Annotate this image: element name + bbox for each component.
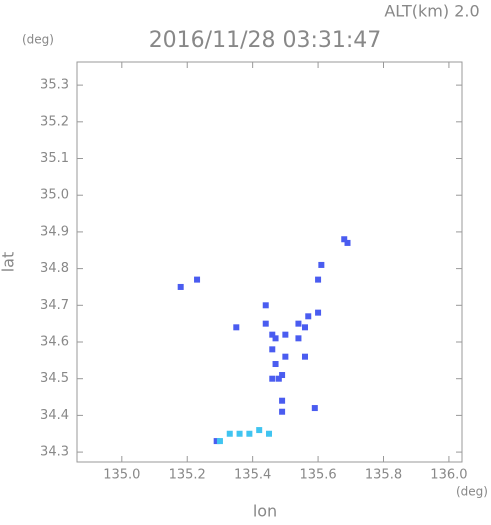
echo-point xyxy=(275,375,282,382)
echo-point xyxy=(216,438,223,445)
echo-point xyxy=(311,405,318,412)
x-tick-label: 135.6 xyxy=(299,468,336,483)
x-tick-label: 135.8 xyxy=(365,468,402,483)
echo-point xyxy=(266,430,273,437)
echo-point xyxy=(262,320,269,327)
echo-point xyxy=(318,261,325,268)
x-tick-label: 136.0 xyxy=(430,468,467,483)
echo-point xyxy=(269,375,276,382)
echo-point xyxy=(256,427,263,434)
echo-point xyxy=(341,236,348,243)
echo-point xyxy=(213,438,220,445)
echo-point xyxy=(295,320,302,327)
y-tick-label: 34.3 xyxy=(40,445,69,460)
x-tick-label: 135.0 xyxy=(103,468,140,483)
echo-point xyxy=(236,430,243,437)
y-tick-label: 35.1 xyxy=(40,151,69,166)
echo-point xyxy=(282,331,289,338)
x-axis-label: lon xyxy=(253,502,277,521)
x-unit: (deg) xyxy=(456,485,488,499)
y-axis-label: lat xyxy=(0,252,18,273)
echo-point xyxy=(272,361,279,368)
y-tick-label: 34.8 xyxy=(40,261,69,276)
echo-point xyxy=(344,239,351,246)
echo-point xyxy=(315,309,322,316)
x-tick-label: 135.4 xyxy=(234,468,271,483)
echo-point xyxy=(226,430,233,437)
echo-point xyxy=(279,372,286,379)
y-tick-label: 34.4 xyxy=(40,408,69,423)
altitude-label: ALT(km) 2.0 xyxy=(384,2,479,21)
y-unit: (deg) xyxy=(22,33,54,47)
y-tick-label: 34.9 xyxy=(40,224,69,239)
echo-point xyxy=(282,353,289,360)
x-tick-label: 135.2 xyxy=(169,468,206,483)
echo-point xyxy=(233,324,240,331)
echo-point xyxy=(272,335,279,342)
chart-title: 2016/11/28 03:31:47 xyxy=(149,28,382,53)
echo-point xyxy=(301,324,308,331)
echo-point xyxy=(301,353,308,360)
echo-point xyxy=(279,397,286,404)
echo-point xyxy=(315,276,322,283)
echo-point xyxy=(305,313,312,320)
plot-frame xyxy=(76,61,463,463)
y-tick-label: 35.3 xyxy=(40,78,69,93)
echo-point xyxy=(269,346,276,353)
echo-point xyxy=(194,276,201,283)
echo-point xyxy=(262,302,269,309)
echo-point xyxy=(269,331,276,338)
y-tick-label: 35.0 xyxy=(40,188,69,203)
y-tick-label: 34.7 xyxy=(40,298,69,313)
echo-point xyxy=(177,283,184,290)
y-tick-label: 35.2 xyxy=(40,114,69,129)
echo-point xyxy=(295,335,302,342)
y-tick-label: 34.5 xyxy=(40,371,69,386)
echo-point xyxy=(246,430,253,437)
y-tick-label: 34.6 xyxy=(40,335,69,350)
echo-point xyxy=(279,408,286,415)
